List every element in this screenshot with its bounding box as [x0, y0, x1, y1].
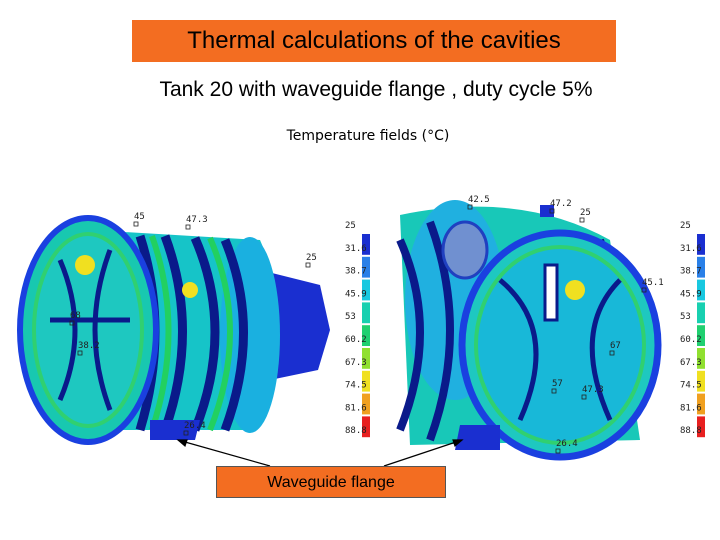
node-label: 68: [70, 311, 81, 321]
node-label: 57: [552, 379, 563, 389]
scale-swatch: [362, 370, 370, 392]
scale-swatch: [362, 393, 370, 415]
scale-label: 81.6: [680, 403, 702, 413]
right-tank: [396, 200, 662, 461]
node-label: 25: [306, 253, 317, 263]
scale-label: 53: [345, 312, 356, 322]
scale-swatch: [697, 348, 705, 369]
scale-label: 81.6: [345, 403, 367, 413]
scale-swatch: [697, 256, 705, 278]
slide-title: Thermal calculations of the cavities: [132, 20, 616, 62]
scale-label: 53: [680, 312, 691, 322]
node-marker: [609, 350, 615, 356]
scale-label: 25: [680, 221, 691, 231]
subtitle: Tank 20 with waveguide flange , duty cyc…: [159, 78, 593, 101]
scale-label: 74.5: [345, 381, 367, 391]
scale-swatch: [362, 348, 370, 369]
scale-swatch: [697, 302, 705, 324]
node-label: 47.3: [186, 215, 208, 225]
node-marker: [555, 448, 561, 454]
scale-label: 31.6: [680, 244, 702, 254]
node-label: 25: [580, 208, 591, 218]
node-label: 45.1: [642, 278, 664, 288]
scale-label: 31.6: [345, 244, 367, 254]
node-marker: [183, 430, 189, 436]
node-marker: [581, 394, 587, 400]
figure-caption: Temperature fields (°C): [286, 128, 450, 144]
scale-swatch: [362, 302, 370, 324]
node-marker: [551, 388, 557, 394]
scale-label: 38.7: [680, 267, 702, 277]
scale-label: 67.3: [345, 358, 367, 368]
scale-swatch: [362, 234, 370, 255]
scale-swatch: [362, 279, 370, 301]
scale-label: 74.5: [680, 381, 702, 391]
node-label: 45: [134, 212, 145, 222]
scale-label: 38.7: [345, 267, 367, 277]
node-label: 47.2: [550, 199, 572, 209]
scale-swatch: [697, 416, 705, 438]
scale-swatch: [362, 416, 370, 438]
scale-label: 60.2: [345, 335, 367, 345]
node-marker: [305, 262, 311, 268]
node-label: 38.2: [78, 341, 100, 351]
node-label: 26.4: [184, 421, 206, 431]
scale-swatch: [697, 325, 705, 346]
scale-swatch: [362, 325, 370, 346]
node-marker: [641, 287, 647, 293]
node-marker: [77, 350, 83, 356]
arrows: [176, 439, 464, 467]
scale-swatch: [697, 370, 705, 392]
left-tank: [17, 215, 330, 445]
callout-label: Waveguide flange: [216, 466, 446, 498]
scale-label: 67.3: [680, 358, 702, 368]
node-marker: [69, 320, 75, 326]
node-marker: [549, 208, 555, 214]
scale-label: 45.9: [345, 289, 367, 299]
scale-swatch: [697, 393, 705, 415]
node-marker: [133, 221, 139, 227]
node-label: 67: [610, 341, 621, 351]
node-label: 26.4: [556, 439, 578, 449]
scale-swatch: [362, 256, 370, 278]
scale-label: 88.8: [345, 426, 367, 436]
scale-label: 88.8: [680, 426, 702, 436]
scale-label: 60.2: [680, 335, 702, 345]
scale-swatch: [697, 279, 705, 301]
node-marker: [579, 217, 585, 223]
node-label: 42.5: [468, 195, 490, 205]
node-marker: [467, 204, 473, 210]
node-label: 47.3: [582, 385, 604, 395]
scale-swatch: [697, 234, 705, 255]
scale-label: 45.9: [680, 289, 702, 299]
node-marker: [185, 224, 191, 230]
scale-label: 25: [345, 221, 356, 231]
